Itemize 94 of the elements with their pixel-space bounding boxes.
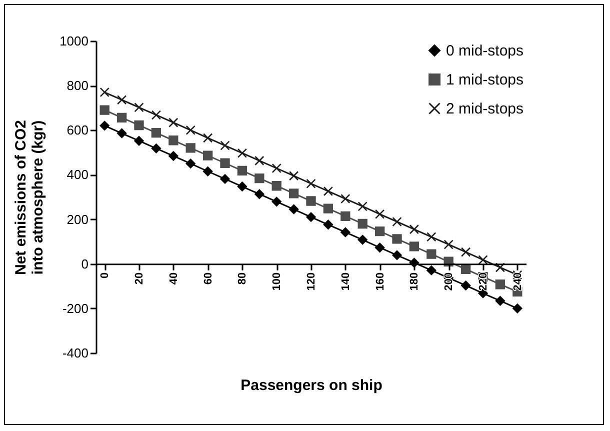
y-axis-title: Net emissions of CO2 into atmosphere (kgr) — [12, 120, 47, 276]
point — [254, 189, 264, 199]
point — [186, 143, 196, 153]
point — [134, 136, 144, 146]
point — [220, 140, 230, 150]
x-tick-label: 200 — [443, 272, 456, 291]
point — [306, 196, 316, 206]
legend-label: 1 mid-stops — [446, 72, 524, 88]
point — [168, 136, 178, 146]
point — [340, 194, 350, 204]
point — [426, 249, 436, 259]
point — [323, 186, 334, 196]
point — [237, 148, 248, 158]
x-tick-label: 220 — [478, 272, 490, 291]
point — [151, 144, 162, 154]
x-tick-label: 0 — [99, 272, 112, 278]
point — [151, 128, 162, 138]
x-tick-label: 40 — [168, 272, 180, 285]
point — [168, 151, 178, 161]
point — [202, 133, 213, 143]
x-tick-label: 120 — [306, 272, 318, 291]
point — [323, 204, 334, 214]
point — [134, 120, 144, 130]
point — [426, 232, 436, 242]
x-tick-label: 100 — [271, 272, 284, 291]
point — [202, 166, 213, 176]
point — [306, 178, 316, 188]
point — [358, 234, 368, 245]
point — [288, 188, 299, 198]
point — [116, 128, 127, 138]
y-tick-label: 800 — [66, 78, 88, 94]
point — [460, 247, 471, 257]
point — [512, 304, 522, 314]
x-tick-label: 180 — [408, 272, 421, 291]
point — [186, 125, 196, 135]
point — [237, 182, 248, 192]
x-tick-label: 60 — [202, 272, 214, 285]
point — [186, 158, 196, 168]
point — [392, 216, 402, 227]
legend-label: 0 mid-stops — [446, 42, 524, 60]
point — [374, 226, 385, 236]
point — [272, 196, 282, 207]
point — [288, 170, 299, 181]
point — [478, 255, 488, 265]
y-tick-label: 0 — [81, 256, 88, 272]
x-tick-label: 160 — [374, 272, 386, 291]
point — [272, 181, 282, 191]
point — [374, 209, 385, 219]
point — [237, 166, 248, 176]
point — [426, 265, 436, 276]
x-tick-label: 140 — [340, 272, 352, 291]
point — [202, 150, 213, 160]
point — [495, 296, 506, 306]
y-tick-label: -200 — [62, 300, 88, 316]
x-tick-label: 80 — [236, 272, 249, 285]
point — [151, 110, 162, 120]
point — [340, 211, 350, 221]
x-tick-label: 20 — [134, 272, 146, 285]
point — [392, 234, 402, 244]
point — [340, 227, 350, 238]
point — [116, 95, 127, 105]
point — [254, 173, 264, 184]
x-tick-label: 240 — [512, 272, 524, 291]
point — [323, 220, 334, 230]
point — [272, 163, 282, 174]
point — [254, 156, 264, 166]
point — [100, 87, 110, 98]
point — [392, 250, 402, 260]
point — [409, 224, 420, 234]
x-axis-title: Passengers on ship — [240, 376, 382, 394]
point — [100, 105, 110, 115]
point — [358, 202, 368, 212]
point — [168, 118, 178, 128]
point — [374, 242, 385, 252]
point — [358, 218, 368, 229]
point — [495, 262, 506, 272]
point — [288, 204, 299, 214]
point — [116, 112, 127, 122]
legend-label: 2 mid-stops — [446, 100, 524, 118]
y-tick-label: 600 — [66, 122, 88, 138]
point — [495, 280, 506, 290]
point — [460, 280, 471, 290]
point — [460, 264, 471, 274]
point — [444, 240, 454, 250]
y-tick-label: -400 — [62, 346, 88, 360]
point — [220, 174, 230, 184]
y-tick-label: 400 — [66, 167, 88, 182]
y-tick-label: 200 — [66, 212, 88, 227]
point — [134, 102, 144, 112]
point — [100, 120, 110, 131]
point — [306, 212, 316, 222]
y-tick-label: 1000 — [60, 34, 88, 48]
point — [409, 242, 420, 252]
point — [220, 158, 230, 168]
